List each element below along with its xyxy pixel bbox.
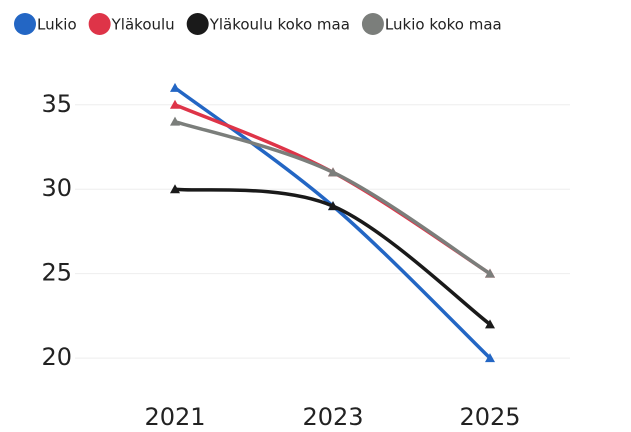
point-marker	[170, 184, 180, 194]
point-marker	[170, 99, 180, 109]
x-tick-label: 2025	[459, 403, 520, 431]
y-tick-label: 25	[41, 259, 72, 287]
y-tick-label: 20	[41, 343, 72, 371]
legend-marker	[14, 13, 36, 35]
x-tick-label: 2023	[302, 403, 363, 431]
legend-label: Lukio koko maa	[385, 16, 502, 34]
point-marker	[485, 353, 495, 363]
series-line	[173, 86, 492, 360]
legend-marker	[361, 13, 384, 35]
legend-label: Yläkoulu	[111, 16, 175, 34]
legend-marker	[88, 13, 111, 35]
y-tick-label: 30	[41, 174, 72, 202]
y-tick-label: 35	[41, 90, 72, 118]
legend-marker	[186, 13, 209, 35]
point-marker	[485, 268, 495, 278]
point-marker	[485, 319, 495, 329]
x-tick-label: 2021	[144, 403, 205, 431]
point-marker	[170, 82, 180, 92]
point-marker	[328, 167, 338, 177]
legend-label: Lukio	[37, 16, 77, 34]
legend-label: Yläkoulu koko maa	[209, 16, 350, 34]
point-marker	[328, 201, 338, 211]
point-marker	[170, 116, 180, 126]
series-line	[174, 120, 491, 276]
